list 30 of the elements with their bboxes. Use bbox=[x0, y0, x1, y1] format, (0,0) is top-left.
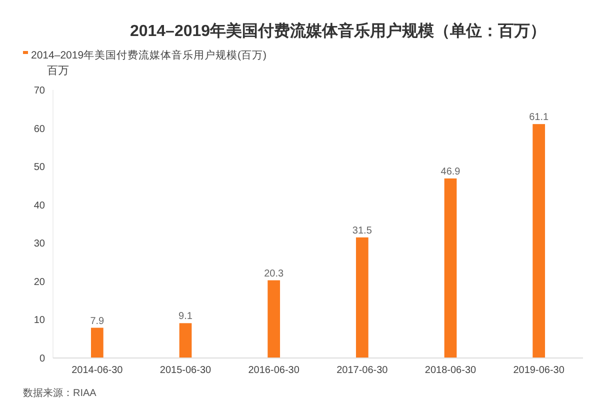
y-tick-label: 70 bbox=[34, 86, 46, 96]
x-tick-label: 2015-06-30 bbox=[160, 365, 212, 376]
data-label: 31.5 bbox=[352, 225, 372, 236]
y-tick-label: 0 bbox=[39, 354, 46, 364]
y-tick-label: 10 bbox=[34, 315, 46, 326]
bar bbox=[90, 328, 104, 358]
chart-title: 2014–2019年美国付费流媒体音乐用户规模（单位：百万） bbox=[130, 21, 546, 40]
bar bbox=[179, 323, 192, 358]
data-label: 46.9 bbox=[440, 166, 461, 178]
bar bbox=[356, 237, 368, 358]
bar bbox=[444, 178, 457, 358]
y-axis-title: 百万 bbox=[47, 65, 69, 77]
legend-label: 2014–2019年美国付费流媒体音乐用户规模(百万) bbox=[31, 48, 267, 62]
bar bbox=[268, 280, 280, 358]
data-label: 61.1 bbox=[529, 112, 549, 124]
x-tick-label: 2018-06-30 bbox=[424, 365, 477, 376]
bar bbox=[532, 124, 546, 358]
data-label: 9.1 bbox=[178, 311, 193, 322]
y-tick-label: 40 bbox=[34, 200, 46, 212]
y-tick-label: 20 bbox=[34, 276, 46, 288]
source-note: 数据来源：RIAA bbox=[23, 387, 97, 399]
y-tick-label: 30 bbox=[34, 238, 46, 250]
x-tick-label: 2017-06-30 bbox=[336, 365, 388, 376]
x-tick-label: 2019-06-30 bbox=[513, 365, 565, 376]
x-tick-label: 2014-06-30 bbox=[72, 365, 124, 376]
y-tick-label: 60 bbox=[34, 124, 46, 135]
x-tick-label: 2016-06-30 bbox=[248, 365, 300, 376]
y-tick-label: 50 bbox=[34, 162, 46, 174]
data-label: 20.3 bbox=[264, 268, 284, 280]
data-label: 7.9 bbox=[90, 316, 105, 327]
